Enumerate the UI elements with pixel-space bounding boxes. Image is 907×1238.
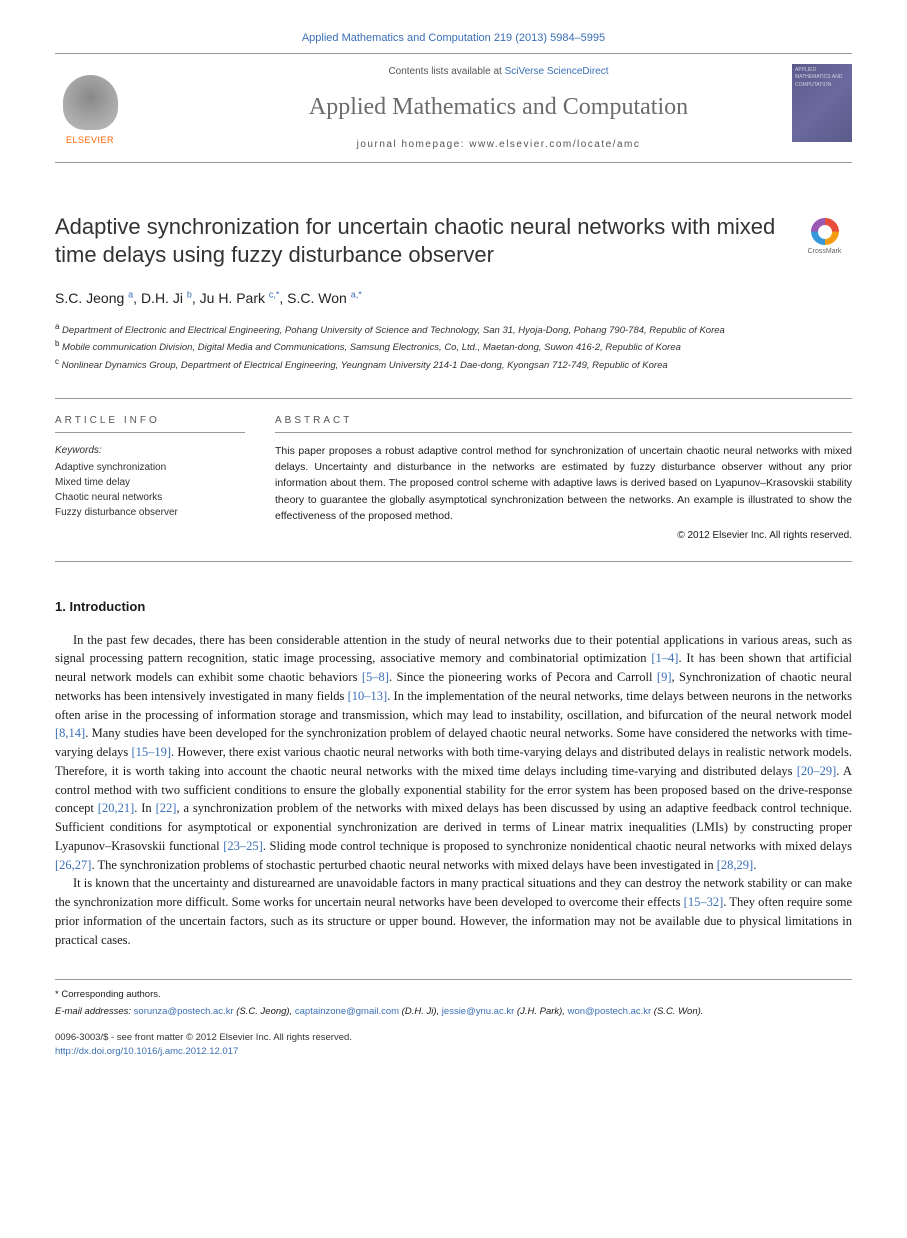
publisher-name: ELSEVIER [66,134,114,148]
journal-name: Applied Mathematics and Computation [145,89,852,125]
article-info-header: ARTICLE INFO [55,413,245,428]
crossmark-badge[interactable]: CrossMark [797,218,852,258]
ref-link[interactable]: [5–8] [362,670,389,684]
elsevier-tree-icon [63,75,118,130]
email-link[interactable]: jessie@ynu.ac.kr [442,1006,514,1017]
citation-link[interactable]: Applied Mathematics and Computation 219 … [302,32,605,44]
page-footer: * Corresponding authors. E-mail addresse… [55,979,852,1059]
doi-link[interactable]: http://dx.doi.org/10.1016/j.amc.2012.12.… [55,1046,238,1057]
contents-prefix: Contents lists available at [388,66,504,77]
abstract-copyright: © 2012 Elsevier Inc. All rights reserved… [275,528,852,543]
keyword-item: Fuzzy disturbance observer [55,505,245,520]
divider [55,432,245,433]
article-meta-row: ARTICLE INFO Keywords: Adaptive synchron… [55,398,852,562]
keyword-item: Adaptive synchronization [55,460,245,475]
contents-available: Contents lists available at SciVerse Sci… [145,64,852,79]
intro-para-2: It is known that the uncertainty and dis… [55,874,852,949]
section-heading: 1. Introduction [55,597,852,617]
intro-para-1: In the past few decades, there has been … [55,631,852,875]
journal-header-center: Contents lists available at SciVerse Sci… [145,64,852,152]
ref-link[interactable]: [9] [657,670,672,684]
authors-list: S.C. Jeong a, D.H. Ji b, Ju H. Park c,*,… [55,288,852,309]
article-info-col: ARTICLE INFO Keywords: Adaptive synchron… [55,413,245,543]
ref-link[interactable]: [8,14] [55,726,85,740]
running-header: Applied Mathematics and Computation 219 … [55,30,852,47]
ref-link[interactable]: [15–19] [131,745,171,759]
ref-link[interactable]: [28,29] [717,858,753,872]
keywords-label: Keywords: [55,443,245,458]
keyword-item: Chaotic neural networks [55,490,245,505]
article-title: Adaptive synchronization for uncertain c… [55,213,777,270]
affiliations: a Department of Electronic and Electrica… [55,321,852,373]
ref-link[interactable]: [23–25] [223,839,263,853]
abstract-text: This paper proposes a robust adaptive co… [275,443,852,524]
affiliation-a: a Department of Electronic and Electrica… [55,321,852,338]
journal-header-box: ELSEVIER Contents lists available at Sci… [55,53,852,163]
email-line: E-mail addresses: sorunza@postech.ac.kr … [55,1005,852,1019]
journal-homepage: journal homepage: www.elsevier.com/locat… [145,137,852,152]
abstract-header: ABSTRACT [275,413,852,428]
email-link[interactable]: sorunza@postech.ac.kr [134,1006,234,1017]
ref-link[interactable]: [20–29] [797,764,837,778]
affiliation-b: b Mobile communication Division, Digital… [55,338,852,355]
ref-link[interactable]: [1–4] [651,651,678,665]
email-link[interactable]: won@postech.ac.kr [568,1006,652,1017]
ref-link[interactable]: [22] [156,801,177,815]
ref-link[interactable]: [15–32] [684,895,724,909]
keywords-list: Adaptive synchronizationMixed time delay… [55,460,245,520]
crossmark-label: CrossMark [808,247,842,258]
abstract-col: ABSTRACT This paper proposes a robust ad… [275,413,852,543]
journal-cover-thumb: APPLIED MATHEMATICS AND COMPUTATION [792,64,852,142]
ref-link[interactable]: [10–13] [348,689,388,703]
ref-link[interactable]: [26,27] [55,858,91,872]
scidirect-link[interactable]: SciVerse ScienceDirect [505,66,609,77]
issn-line: 0096-3003/$ - see front matter © 2012 El… [55,1031,852,1045]
keyword-item: Mixed time delay [55,475,245,490]
ref-link[interactable]: [20,21] [98,801,134,815]
corresponding-note: * Corresponding authors. [55,988,852,1002]
divider [275,432,852,433]
crossmark-icon [811,218,839,246]
title-row: Adaptive synchronization for uncertain c… [55,213,852,270]
affiliation-c: c Nonlinear Dynamics Group, Department o… [55,356,852,373]
publisher-logo: ELSEVIER [55,68,125,148]
email-link[interactable]: captainzone@gmail.com [295,1006,399,1017]
